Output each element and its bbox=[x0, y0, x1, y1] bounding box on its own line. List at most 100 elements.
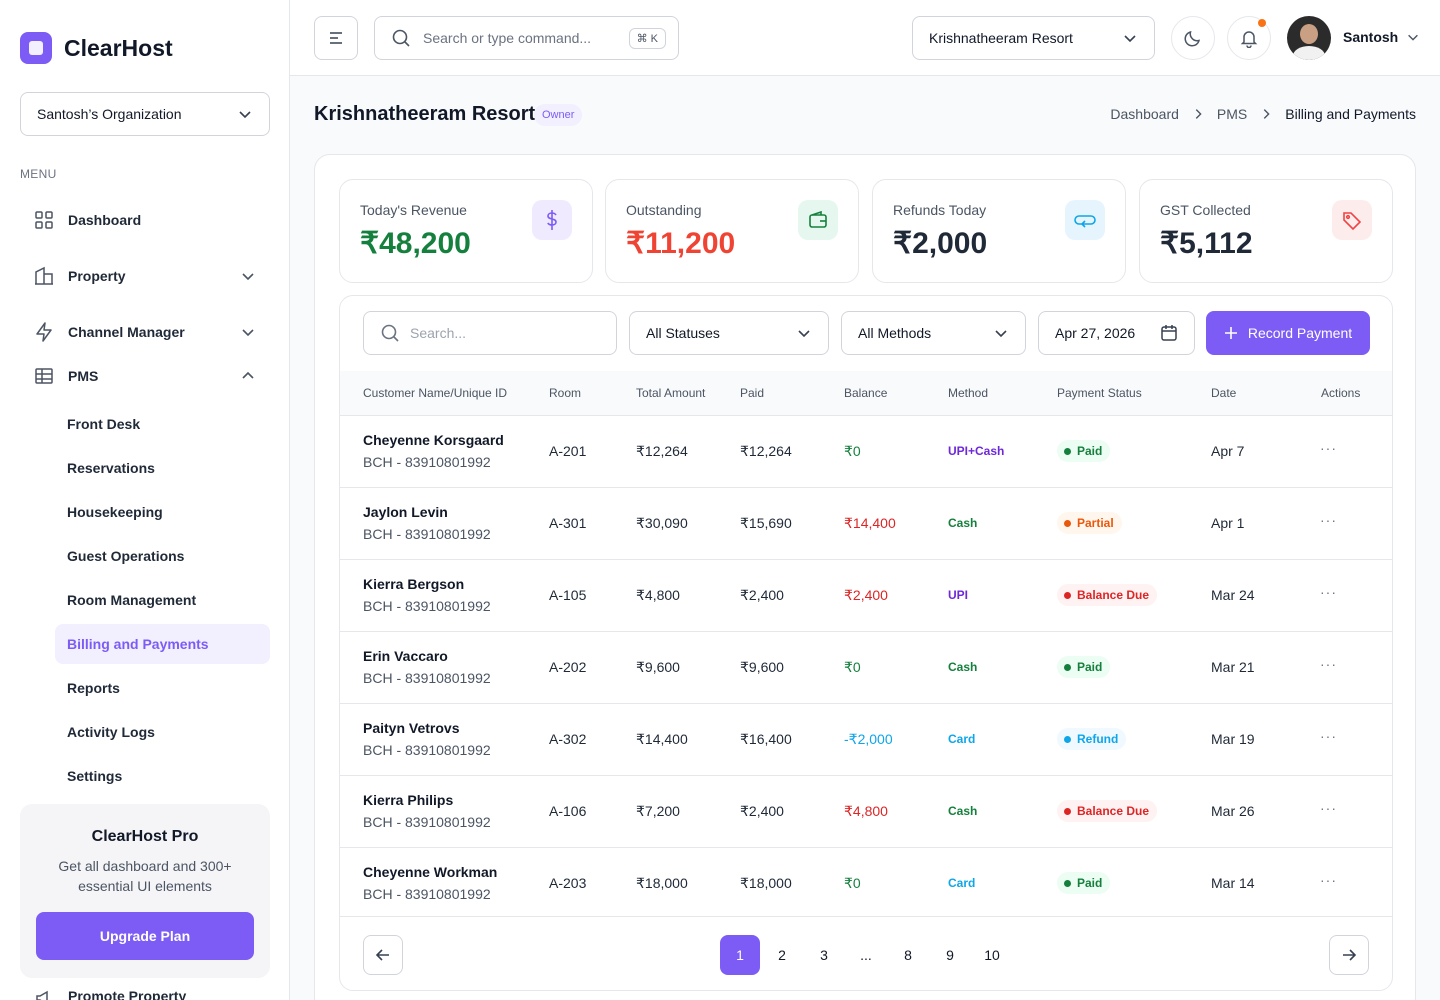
sidebar-item-property[interactable]: Property bbox=[20, 256, 270, 296]
dark-mode-toggle[interactable] bbox=[1171, 16, 1215, 60]
command-search-input[interactable]: Search or type command... ⌘ K bbox=[374, 16, 679, 60]
method-filter-select[interactable]: All Methods bbox=[841, 311, 1026, 355]
column-header[interactable]: Date bbox=[1211, 386, 1237, 400]
sidebar-item-pms[interactable]: PMS bbox=[20, 356, 270, 396]
column-header[interactable]: Room bbox=[549, 386, 582, 400]
breadcrumb-dashboard[interactable]: Dashboard bbox=[1110, 106, 1179, 122]
date-filter-input[interactable]: Apr 27, 2026 bbox=[1038, 311, 1195, 355]
shortcut-badge: ⌘ K bbox=[628, 27, 666, 49]
page-number-button[interactable]: 10 bbox=[984, 947, 1000, 963]
room-cell: A-106 bbox=[549, 803, 587, 819]
sidebar-subitem-housekeeping[interactable]: Housekeeping bbox=[67, 504, 163, 520]
page-number-button[interactable]: 2 bbox=[778, 947, 786, 963]
chevron-right-icon bbox=[1195, 109, 1202, 119]
sidebar-item-label: Channel Manager bbox=[68, 324, 185, 340]
sidebar-item-dashboard[interactable]: Dashboard bbox=[20, 200, 270, 240]
customer-name[interactable]: Cheyenne Korsgaard bbox=[363, 432, 504, 448]
chevron-up-icon bbox=[242, 371, 254, 379]
table-row[interactable]: Kierra Bergson BCH - 83910801992 A-105 ₹4,8… bbox=[340, 559, 1392, 631]
row-actions-button[interactable]: ··· bbox=[1320, 512, 1337, 528]
organization-select[interactable]: Santosh’s Organization bbox=[20, 92, 270, 136]
row-actions-button[interactable]: ··· bbox=[1320, 440, 1337, 456]
page-number-button[interactable]: 3 bbox=[820, 947, 828, 963]
sidebar-subitem-room-management[interactable]: Room Management bbox=[67, 592, 197, 608]
pro-title: ClearHost Pro bbox=[91, 828, 199, 845]
total-amount-cell: ₹9,600 bbox=[636, 659, 680, 675]
table-row[interactable]: Kierra Philips BCH - 83910801992 A-106 ₹7,2… bbox=[340, 775, 1392, 847]
page-number-button[interactable]: 8 bbox=[904, 947, 912, 963]
chevron-down-icon bbox=[798, 330, 810, 338]
paid-cell: ₹18,000 bbox=[740, 875, 792, 891]
menu-icon bbox=[330, 32, 342, 44]
page-number-button[interactable]: 9 bbox=[946, 947, 954, 963]
status-badge: Refund bbox=[1057, 728, 1127, 750]
sidebar-subitem-billing-and-payments[interactable]: Billing and Payments bbox=[55, 624, 270, 664]
customer-name[interactable]: Kierra Bergson bbox=[363, 576, 465, 592]
kpi-label: Outstanding bbox=[626, 202, 702, 218]
payments-table-card: Search... All Statuses All Methods Apr 2… bbox=[339, 295, 1393, 991]
customer-name[interactable]: Paityn Vetrovs bbox=[363, 720, 460, 736]
customer-name[interactable]: Jaylon Levin bbox=[363, 504, 448, 520]
sidebar-subitem-guest-operations[interactable]: Guest Operations bbox=[67, 548, 185, 564]
next-page-button[interactable] bbox=[1329, 935, 1369, 975]
method-cell: Card bbox=[948, 732, 976, 746]
row-actions-button[interactable]: ··· bbox=[1320, 656, 1337, 672]
row-actions-button[interactable]: ··· bbox=[1320, 584, 1337, 600]
column-header[interactable]: Customer Name/Unique ID bbox=[363, 386, 508, 400]
sidebar-subitem-settings[interactable]: Settings bbox=[67, 768, 123, 784]
table-row[interactable]: Erin Vaccaro BCH - 83910801992 A-202 ₹9,600… bbox=[340, 631, 1392, 703]
table-row[interactable]: Jaylon Levin BCH - 83910801992 A-301 ₹30,09… bbox=[340, 487, 1392, 559]
brand[interactable]: ClearHost bbox=[20, 32, 173, 64]
avatar[interactable] bbox=[1287, 16, 1331, 60]
customer-name[interactable]: Kierra Philips bbox=[363, 792, 454, 808]
chevron-down-icon bbox=[1124, 35, 1136, 43]
breadcrumb-pms[interactable]: PMS bbox=[1216, 106, 1248, 122]
balance-cell: ₹0 bbox=[844, 659, 861, 675]
table-header: Customer Name/Unique ID Room Total Amoun… bbox=[340, 371, 1392, 415]
table-search-placeholder: Search... bbox=[410, 325, 467, 341]
date-cell: Mar 19 bbox=[1211, 731, 1255, 747]
row-actions-button[interactable]: ··· bbox=[1320, 872, 1337, 888]
upgrade-plan-button[interactable]: Upgrade Plan bbox=[36, 912, 254, 960]
table-row[interactable]: Cheyenne Workman BCH - 83910801992 A-203 ₹1… bbox=[340, 847, 1392, 919]
total-amount-cell: ₹12,264 bbox=[636, 443, 688, 459]
property-select[interactable]: Krishnatheeram Resort bbox=[912, 16, 1155, 60]
notifications-button[interactable] bbox=[1227, 16, 1271, 60]
prev-page-button[interactable] bbox=[363, 935, 403, 975]
sidebar-subitem-reports[interactable]: Reports bbox=[67, 680, 120, 696]
user-name: Santosh bbox=[1343, 29, 1399, 45]
table-row[interactable]: Cheyenne Korsgaard BCH - 83910801992 A-201… bbox=[340, 415, 1392, 487]
customer-uid: BCH - 83910801992 bbox=[363, 454, 491, 470]
sidebar-item-channel-manager[interactable]: Channel Manager bbox=[20, 312, 270, 352]
column-header[interactable]: Balance bbox=[844, 386, 888, 400]
column-header[interactable]: Method bbox=[948, 386, 989, 400]
column-header[interactable]: Total Amount bbox=[636, 386, 706, 400]
row-actions-button[interactable]: ··· bbox=[1320, 728, 1337, 744]
grid-icon bbox=[35, 211, 53, 229]
record-payment-button[interactable]: Record Payment bbox=[1206, 311, 1370, 355]
arrow-right-icon bbox=[1343, 949, 1357, 961]
customer-name[interactable]: Cheyenne Workman bbox=[363, 864, 498, 880]
page-number-button[interactable]: 1 bbox=[720, 935, 760, 975]
column-header[interactable]: Paid bbox=[740, 386, 765, 400]
customer-name[interactable]: Erin Vaccaro bbox=[363, 648, 448, 664]
calendar-icon bbox=[1161, 325, 1177, 341]
row-actions-button[interactable]: ··· bbox=[1320, 800, 1337, 816]
sidebar-item-promote-property[interactable]: Promote Property bbox=[34, 988, 186, 1000]
status-filter-select[interactable]: All Statuses bbox=[629, 311, 829, 355]
search-icon bbox=[381, 324, 399, 342]
menu-toggle-button[interactable] bbox=[314, 16, 358, 60]
user-menu[interactable]: Santosh bbox=[1343, 29, 1420, 45]
date-cell: Mar 24 bbox=[1211, 587, 1255, 603]
sidebar-subitem-reservations[interactable]: Reservations bbox=[67, 460, 155, 476]
breadcrumb: Dashboard PMS Billing and Payments bbox=[1110, 106, 1416, 122]
method-cell: UPI bbox=[948, 588, 969, 602]
sidebar-item-label: Property bbox=[68, 268, 126, 284]
table-search-input[interactable]: Search... bbox=[363, 311, 617, 355]
table-row[interactable]: Paityn Vetrovs BCH - 83910801992 A-302 ₹14,… bbox=[340, 703, 1392, 775]
column-header[interactable]: Payment Status bbox=[1057, 386, 1142, 400]
sidebar-subitem-activity-logs[interactable]: Activity Logs bbox=[67, 724, 155, 740]
status-badge: Paid bbox=[1057, 872, 1111, 894]
sidebar-subitem-front-desk[interactable]: Front Desk bbox=[67, 416, 141, 432]
date-cell: Apr 1 bbox=[1211, 515, 1245, 531]
